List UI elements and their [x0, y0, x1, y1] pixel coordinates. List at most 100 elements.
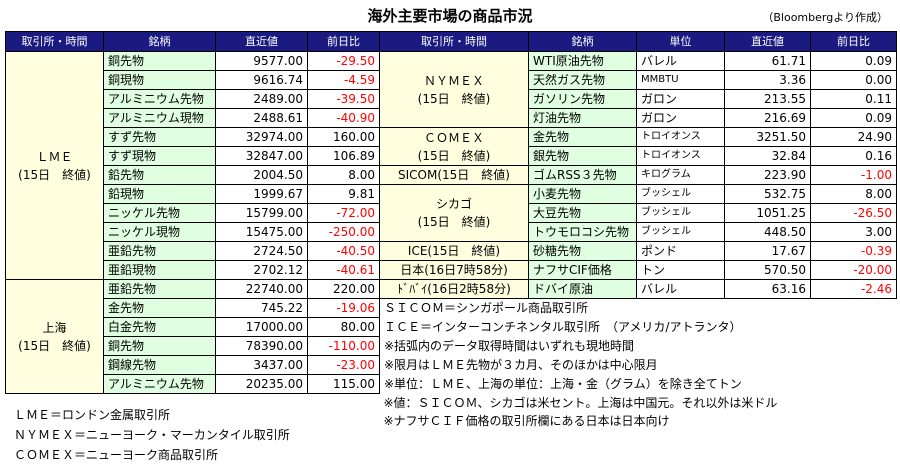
- change-value: -20.00: [810, 260, 897, 280]
- table-row: ※ナフサＣＩＦ価格の取引所欄にある日本は日本向け: [5, 412, 897, 430]
- commodity-name: 鋼線先物: [103, 355, 216, 375]
- unit-label: バレル: [636, 51, 725, 71]
- commodity-name: ガソリン先物: [528, 89, 637, 109]
- unit-label: MMBTU: [636, 70, 725, 90]
- change-value: 0.09: [810, 108, 897, 128]
- latest-value: 216.69: [724, 108, 811, 128]
- table-row: 銅現物 9616.74 -4.59 天然ガス先物 MMBTU 3.36 0.00: [6, 70, 897, 90]
- footnote-lme: ＬＭＥ＝ロンドン金属取引所: [14, 408, 171, 422]
- change-value: 0.09: [810, 51, 897, 71]
- unit-label: トロイオンス: [636, 127, 725, 147]
- latest-value: 2004.50: [215, 165, 308, 185]
- change-value: -1.00: [810, 165, 897, 185]
- table-row: 鉛現物 1999.67 9.81 シカゴ (15日 終値) 小麦先物 ブッシェル 532.75…: [6, 184, 897, 242]
- exchange-label: シカゴ: [435, 197, 472, 211]
- change-value: 24.90: [810, 127, 897, 147]
- change-value: -40.61: [307, 260, 380, 280]
- latest-value: 32974.00: [215, 127, 308, 147]
- latest-value: 223.90: [724, 165, 811, 185]
- commodity-name: WTI原油先物: [528, 51, 637, 71]
- exchange-cell: SICOM(15日 終値): [379, 165, 529, 185]
- latest-value: 532.75: [724, 184, 811, 204]
- change-value: 3.00: [810, 222, 897, 242]
- footnote-line: ※単位：ＬＭＥ、上海の単位：上海・金（グラム）を除き全てトン: [379, 374, 897, 394]
- table-row: 銅先物 78390.00 -110.00 ※括弧内のデータ取得時間はいずれも現地時間: [6, 336, 897, 356]
- change-value: -29.50: [307, 51, 380, 71]
- exchange-label: 日本(16日7時58分): [400, 263, 508, 277]
- commodity-name: 鉛現物: [103, 184, 216, 204]
- source-note: （Bloombergより作成）: [762, 11, 888, 24]
- footnote-line: ＳＩＣＯＭ＝シンガポール商品取引所: [379, 298, 897, 318]
- exchange-label: (15日 終値): [417, 148, 491, 163]
- exchange-label: ＮＹＭＥＸ: [423, 73, 484, 88]
- commodity-name: すず現物: [103, 146, 216, 166]
- latest-value: 570.50: [724, 260, 811, 280]
- commodity-name: ニッケル先物: [103, 203, 216, 223]
- table-row: 上海 (15日 終値) 亜鉛先物 22740.00 220.00 ﾄﾞﾊﾞｲ(16日2時5…: [5, 279, 897, 394]
- commodity-name: 砂糖先物: [528, 241, 637, 261]
- exchange-label: (15日 終値): [417, 91, 491, 106]
- exchange-label: SICOM(15日 終値): [398, 168, 510, 182]
- change-value: -72.00: [307, 203, 380, 223]
- change-value: -40.50: [307, 241, 380, 261]
- footnote-line: ＩＣＥ＝インターコンチネンタル取引所 （アメリカ/アトランタ）: [379, 317, 897, 337]
- change-value: -250.00: [307, 222, 380, 242]
- market-table: 取引所・時間 銘柄 直近値 前日比 取引所・時間 銘柄 単位 直近値 前日比 Ｌ…: [5, 31, 897, 430]
- unit-label: キログラム: [636, 165, 725, 185]
- commodity-name: 大豆先物: [528, 203, 637, 223]
- latest-value: 2724.50: [215, 241, 308, 261]
- latest-value: 1051.25: [724, 203, 811, 223]
- commodity-name: 亜鉛先物: [103, 241, 216, 261]
- commodity-name: ゴムRSS３先物: [528, 165, 637, 185]
- change-value: -39.50: [307, 89, 380, 109]
- table-row: 亜鉛先物 2724.50 -40.50 ICE(15日 終値) 砂糖先物 ポンド 17.67…: [6, 241, 897, 261]
- exchange-cell: 上海 (15日 終値): [5, 279, 104, 394]
- commodity-name: アルミニウム先物: [103, 89, 216, 109]
- change-value: -2.46: [810, 279, 897, 299]
- change-value: 106.89: [307, 146, 380, 166]
- footnote-nymex: ＮＹＭＥＸ＝ニューヨーク・マーカンタイル取引所: [14, 428, 290, 442]
- change-value: 115.00: [307, 374, 380, 394]
- change-value: -110.00: [307, 336, 380, 356]
- latest-value: 213.55: [724, 89, 811, 109]
- exchange-label: 上海: [42, 320, 67, 335]
- change-value: 0.00: [810, 70, 897, 90]
- latest-value: 9577.00: [215, 51, 308, 71]
- latest-value: 9616.74: [215, 70, 308, 90]
- unit-label: ブッシェル: [636, 184, 725, 204]
- exchange-cell: ＮＹＭＥＸ (15日 終値): [379, 51, 529, 128]
- unit-label: トロイオンス: [636, 146, 725, 166]
- exchange-cell: ＬＭＥ (15日 終値): [5, 51, 104, 280]
- change-value: 0.16: [810, 146, 897, 166]
- change-value: 220.00: [307, 279, 380, 299]
- latest-value: 3251.50: [724, 127, 811, 147]
- latest-value: 15799.00: [215, 203, 308, 223]
- latest-value: 17.67: [724, 241, 811, 261]
- unit-label: バレル: [636, 279, 725, 299]
- latest-value: 63.16: [724, 279, 811, 299]
- header-cell: 取引所・時間: [5, 31, 104, 52]
- commodity-name: ドバイ原油: [528, 279, 637, 299]
- header-cell: 前日比: [307, 31, 380, 52]
- change-value: 160.00: [307, 127, 380, 147]
- table-row: 鋼線先物 3437.00 -23.00 ※限月はＬＭＥ先物が３カ月、そのほかは中心限月: [6, 355, 897, 375]
- exchange-label: (15日 終値): [18, 167, 91, 182]
- page-title: 海外主要市場の商品市況: [367, 7, 533, 25]
- commodity-name: 金先物: [528, 127, 637, 147]
- table-row: ニッケル先物 15799.00 -72.00 大豆先物 ブッシェル 1051.25 -26.…: [6, 203, 897, 223]
- latest-value: 1999.67: [215, 184, 308, 204]
- commodity-name: 金先物: [103, 298, 216, 318]
- header-cell: 単位: [636, 31, 725, 52]
- latest-value: 32.84: [724, 146, 811, 166]
- unit-label: トン: [636, 260, 725, 280]
- change-value: 8.00: [307, 165, 380, 185]
- commodity-name: 灯油先物: [528, 108, 637, 128]
- latest-value: 78390.00: [215, 336, 308, 356]
- exchange-cell: ﾄﾞﾊﾞｲ(16日2時58分): [379, 279, 529, 299]
- commodity-name: 天然ガス先物: [528, 70, 637, 90]
- table-row: 白金先物 17000.00 80.00 ＩＣＥ＝インターコンチネンタル取引所 （アメリ…: [6, 317, 897, 337]
- exchange-label: (15日 終値): [18, 338, 91, 353]
- exchange-cell: シカゴ (15日 終値): [379, 184, 529, 242]
- unit-label: ガロン: [636, 108, 725, 128]
- commodity-name: トウモロコシ先物: [528, 222, 637, 242]
